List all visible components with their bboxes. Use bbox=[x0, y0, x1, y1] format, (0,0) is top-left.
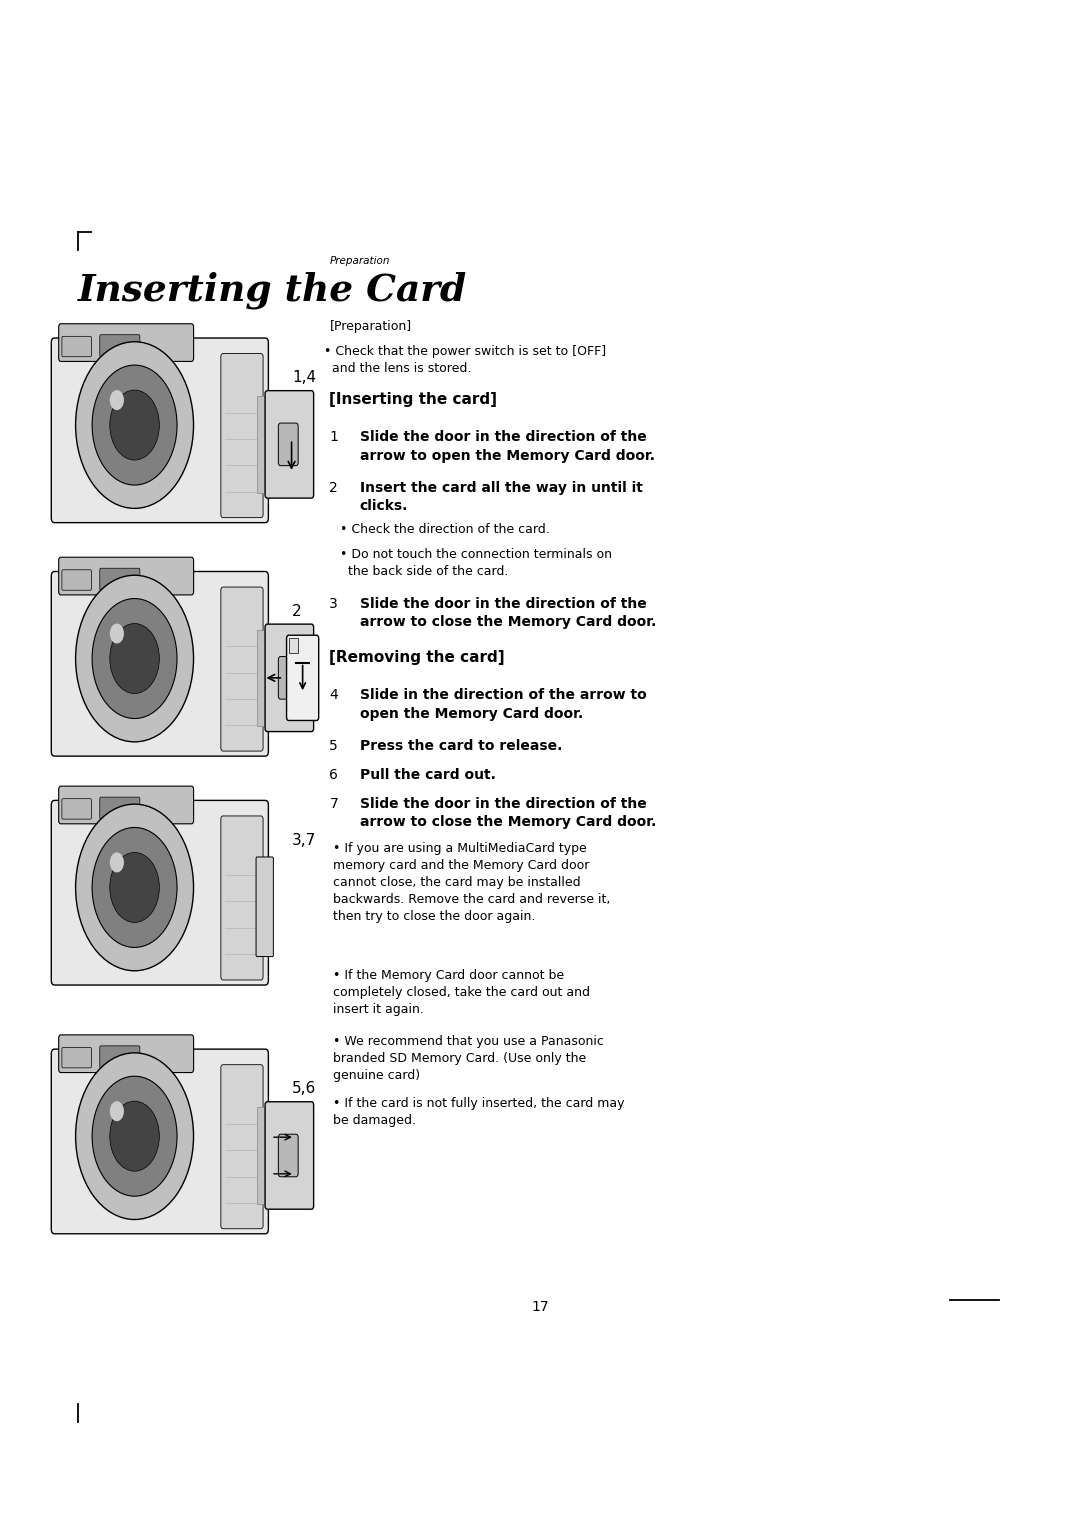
Text: 1: 1 bbox=[329, 430, 338, 444]
FancyBboxPatch shape bbox=[99, 568, 140, 591]
Text: • We recommend that you use a Panasonic
branded SD Memory Card. (Use only the
ge: • We recommend that you use a Panasonic … bbox=[333, 1035, 604, 1082]
Text: 2: 2 bbox=[329, 481, 338, 494]
Circle shape bbox=[110, 853, 124, 873]
Text: [Removing the card]: [Removing the card] bbox=[329, 650, 505, 665]
FancyBboxPatch shape bbox=[58, 557, 193, 595]
Circle shape bbox=[76, 575, 193, 742]
Circle shape bbox=[92, 598, 177, 719]
Bar bbox=[257, 630, 265, 726]
Circle shape bbox=[110, 1102, 124, 1122]
FancyBboxPatch shape bbox=[51, 1050, 268, 1233]
Text: Slide the door in the direction of the
arrow to close the Memory Card door.: Slide the door in the direction of the a… bbox=[360, 597, 656, 629]
Text: Insert the card all the way in until it
clicks.: Insert the card all the way in until it … bbox=[360, 481, 643, 513]
FancyBboxPatch shape bbox=[286, 635, 319, 720]
Text: 5,6: 5,6 bbox=[293, 1082, 316, 1096]
Text: [Preparation]: [Preparation] bbox=[329, 320, 411, 334]
FancyBboxPatch shape bbox=[62, 336, 92, 357]
Circle shape bbox=[110, 853, 160, 922]
Text: • Check the direction of the card.: • Check the direction of the card. bbox=[340, 523, 550, 537]
Text: 6: 6 bbox=[329, 768, 338, 781]
Text: • Check that the power switch is set to [OFF]
  and the lens is stored.: • Check that the power switch is set to … bbox=[324, 345, 606, 375]
Text: • If you are using a MultiMediaCard type
memory card and the Memory Card door
ca: • If you are using a MultiMediaCard type… bbox=[333, 842, 610, 923]
Circle shape bbox=[110, 391, 124, 410]
Circle shape bbox=[110, 624, 124, 644]
Circle shape bbox=[92, 827, 177, 948]
Text: 3: 3 bbox=[329, 597, 338, 610]
Circle shape bbox=[92, 1076, 177, 1196]
FancyBboxPatch shape bbox=[51, 339, 268, 522]
Text: 1,4: 1,4 bbox=[293, 371, 316, 385]
Circle shape bbox=[110, 1102, 160, 1170]
Text: [Inserting the card]: [Inserting the card] bbox=[329, 392, 498, 407]
Circle shape bbox=[110, 624, 160, 693]
Circle shape bbox=[76, 804, 193, 971]
Text: Inserting the Card: Inserting the Card bbox=[78, 272, 467, 310]
Text: 5: 5 bbox=[329, 739, 338, 752]
FancyBboxPatch shape bbox=[279, 656, 298, 699]
Text: Preparation: Preparation bbox=[329, 255, 390, 266]
Polygon shape bbox=[288, 638, 298, 653]
FancyBboxPatch shape bbox=[62, 798, 92, 819]
Bar bbox=[257, 397, 265, 493]
FancyBboxPatch shape bbox=[99, 334, 140, 357]
FancyBboxPatch shape bbox=[99, 797, 140, 819]
FancyBboxPatch shape bbox=[62, 569, 92, 591]
Circle shape bbox=[76, 1053, 193, 1219]
FancyBboxPatch shape bbox=[58, 1035, 193, 1073]
Text: 7: 7 bbox=[329, 797, 338, 810]
Text: Pull the card out.: Pull the card out. bbox=[360, 768, 496, 781]
Text: • Do not touch the connection terminals on
  the back side of the card.: • Do not touch the connection terminals … bbox=[340, 548, 612, 578]
FancyBboxPatch shape bbox=[265, 1102, 313, 1209]
FancyBboxPatch shape bbox=[265, 391, 313, 497]
Circle shape bbox=[92, 365, 177, 485]
Text: Slide the door in the direction of the
arrow to close the Memory Card door.: Slide the door in the direction of the a… bbox=[360, 797, 656, 829]
FancyBboxPatch shape bbox=[220, 1065, 264, 1228]
FancyBboxPatch shape bbox=[99, 1045, 140, 1068]
Text: Slide in the direction of the arrow to
open the Memory Card door.: Slide in the direction of the arrow to o… bbox=[360, 688, 647, 720]
FancyBboxPatch shape bbox=[51, 800, 268, 986]
Bar bbox=[257, 1108, 265, 1204]
FancyBboxPatch shape bbox=[51, 572, 268, 757]
Text: • If the Memory Card door cannot be
completely closed, take the card out and
ins: • If the Memory Card door cannot be comp… bbox=[333, 969, 590, 1016]
Text: Press the card to release.: Press the card to release. bbox=[360, 739, 562, 752]
FancyBboxPatch shape bbox=[220, 354, 264, 517]
FancyBboxPatch shape bbox=[279, 423, 298, 465]
FancyBboxPatch shape bbox=[256, 858, 273, 957]
FancyBboxPatch shape bbox=[279, 1134, 298, 1177]
FancyBboxPatch shape bbox=[62, 1047, 92, 1068]
Text: 3,7: 3,7 bbox=[293, 833, 316, 847]
Circle shape bbox=[110, 391, 160, 459]
FancyBboxPatch shape bbox=[220, 588, 264, 751]
Text: 2: 2 bbox=[293, 604, 301, 618]
FancyBboxPatch shape bbox=[58, 324, 193, 362]
Text: 4: 4 bbox=[329, 688, 338, 702]
FancyBboxPatch shape bbox=[220, 816, 264, 980]
Text: • If the card is not fully inserted, the card may
be damaged.: • If the card is not fully inserted, the… bbox=[333, 1097, 624, 1128]
Text: Slide the door in the direction of the
arrow to open the Memory Card door.: Slide the door in the direction of the a… bbox=[360, 430, 654, 462]
FancyBboxPatch shape bbox=[265, 624, 313, 731]
Circle shape bbox=[76, 342, 193, 508]
FancyBboxPatch shape bbox=[58, 786, 193, 824]
Text: 17: 17 bbox=[531, 1300, 549, 1314]
